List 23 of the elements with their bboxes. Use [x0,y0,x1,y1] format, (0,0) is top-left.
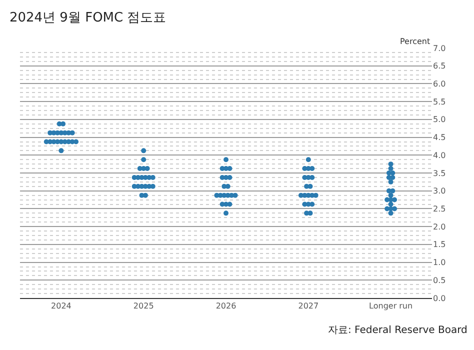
y-tick-label: 7.0 [433,44,446,53]
text: 자료: Federal Reserve Board [328,325,468,336]
y-tick-label: 0.5 [433,276,446,285]
y-axis-title: Percent [400,37,430,46]
y-tick-label: 6.5 [433,62,446,71]
y-tick-label: 3.5 [433,168,446,178]
y-tick-label: 0.0 [433,294,446,303]
y-tick-label: 4.5 [433,133,446,142]
y-tick-label: 2.0 [433,222,446,232]
x-tick-label: 2025 [133,302,154,311]
y-tick-label: 3.0 [433,186,446,196]
y-tick-label: 1.5 [433,240,446,250]
y-tick-label: 4.0 [433,150,446,160]
x-tick-label: 2024 [51,302,72,311]
y-tick-label: 5.0 [433,115,446,124]
x-tick-label: Longer run [369,302,413,311]
chart-title: 2024년 9월 FOMC 점도표 [9,10,166,26]
y-tick-label: 1.0 [433,258,446,268]
x-tick-label: 2027 [298,302,319,311]
y-tick-label: 2.5 [433,204,446,214]
y-tick-label: 6.0 [433,80,446,89]
x-tick-label: 2026 [216,302,236,311]
y-tick-label: 5.5 [433,97,446,106]
